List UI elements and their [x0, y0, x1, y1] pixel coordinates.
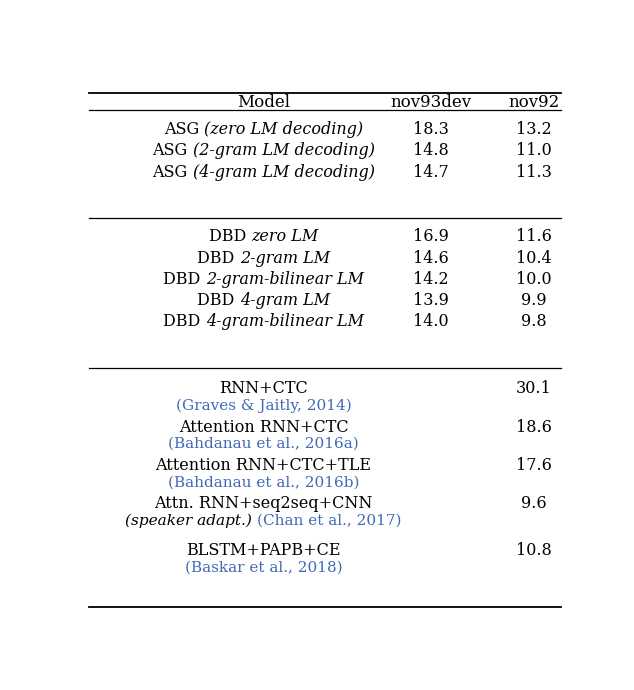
- Text: (Bahdanau et al., 2016b): (Bahdanau et al., 2016b): [168, 475, 359, 489]
- Text: 14.2: 14.2: [413, 271, 448, 288]
- Text: 11.3: 11.3: [516, 164, 552, 181]
- Text: 30.1: 30.1: [516, 380, 552, 397]
- Text: 11.0: 11.0: [516, 142, 552, 159]
- Text: (Graves & Jaitly, 2014): (Graves & Jaitly, 2014): [176, 399, 351, 413]
- Text: ASG: ASG: [152, 164, 193, 181]
- Text: zero LM: zero LM: [251, 228, 318, 246]
- Text: 18.6: 18.6: [516, 419, 552, 435]
- Text: DBD: DBD: [164, 271, 205, 288]
- Text: 16.9: 16.9: [413, 228, 448, 246]
- Text: 9.6: 9.6: [521, 495, 547, 512]
- Text: 13.2: 13.2: [516, 121, 552, 138]
- Text: 2-gram LM: 2-gram LM: [240, 250, 330, 266]
- Text: (2-gram LM decoding): (2-gram LM decoding): [193, 142, 375, 159]
- Text: (Baskar et al., 2018): (Baskar et al., 2018): [184, 560, 342, 574]
- Text: (Bahdanau et al., 2016a): (Bahdanau et al., 2016a): [168, 437, 359, 451]
- Text: 9.9: 9.9: [521, 292, 547, 309]
- Text: (Chan et al., 2017): (Chan et al., 2017): [257, 513, 401, 528]
- Text: 14.6: 14.6: [413, 250, 448, 266]
- Text: nov92: nov92: [508, 94, 559, 111]
- Text: Attention RNN+CTC+TLE: Attention RNN+CTC+TLE: [155, 457, 372, 474]
- Text: ASG: ASG: [152, 142, 193, 159]
- Text: DBD: DBD: [164, 313, 205, 331]
- Text: nov93dev: nov93dev: [390, 94, 471, 111]
- Text: RNN+CTC: RNN+CTC: [219, 380, 308, 397]
- Text: 10.8: 10.8: [516, 542, 552, 559]
- Text: BLSTM+PAPB+CE: BLSTM+PAPB+CE: [186, 542, 340, 559]
- Text: 14.8: 14.8: [413, 142, 448, 159]
- Text: 17.6: 17.6: [516, 457, 552, 474]
- Text: 9.8: 9.8: [521, 313, 547, 331]
- Text: 14.0: 14.0: [413, 313, 448, 331]
- Text: Attention RNN+CTC: Attention RNN+CTC: [179, 419, 348, 435]
- Text: (speaker adapt.): (speaker adapt.): [126, 513, 257, 528]
- Text: 10.4: 10.4: [516, 250, 552, 266]
- Text: 11.6: 11.6: [516, 228, 552, 246]
- Text: DBD: DBD: [197, 292, 240, 309]
- Text: (4-gram LM decoding): (4-gram LM decoding): [193, 164, 375, 181]
- Text: DBD: DBD: [209, 228, 251, 246]
- Text: (zero LM decoding): (zero LM decoding): [204, 121, 363, 138]
- Text: 13.9: 13.9: [413, 292, 448, 309]
- Text: 10.0: 10.0: [516, 271, 552, 288]
- Text: Attn. RNN+seq2seq+CNN: Attn. RNN+seq2seq+CNN: [154, 495, 373, 512]
- Text: Model: Model: [237, 94, 290, 111]
- Text: 18.3: 18.3: [413, 121, 448, 138]
- Text: 4-gram-bilinear LM: 4-gram-bilinear LM: [205, 313, 364, 331]
- Text: 4-gram LM: 4-gram LM: [240, 292, 330, 309]
- Text: DBD: DBD: [197, 250, 240, 266]
- Text: ASG: ASG: [164, 121, 204, 138]
- Text: 14.7: 14.7: [413, 164, 448, 181]
- Text: 2-gram-bilinear LM: 2-gram-bilinear LM: [205, 271, 364, 288]
